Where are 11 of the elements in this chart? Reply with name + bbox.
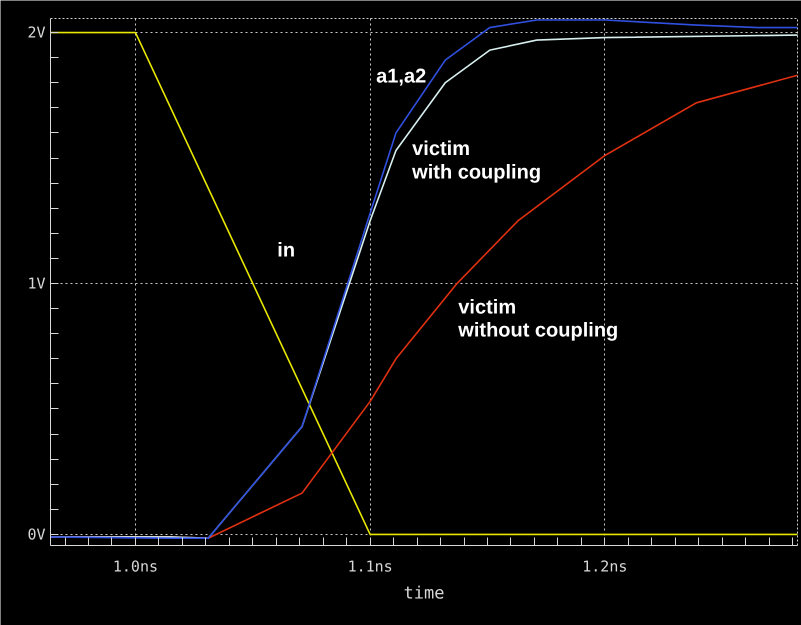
x-tick-label: 1.0ns bbox=[112, 558, 158, 576]
x-tick-label: 1.2ns bbox=[582, 558, 628, 576]
series-label: a1,a2 bbox=[376, 65, 426, 88]
x-axis-title: time bbox=[404, 584, 444, 604]
series-label: victim without coupling bbox=[457, 296, 618, 342]
series-label: victim with coupling bbox=[411, 138, 542, 184]
y-tick-label: 0V bbox=[27, 525, 46, 544]
y-tick-label: 1V bbox=[27, 274, 46, 293]
series-label: in bbox=[277, 239, 296, 262]
y-tick-label: 2V bbox=[27, 24, 46, 42]
x-tick-label: 1.1ns bbox=[348, 558, 393, 576]
